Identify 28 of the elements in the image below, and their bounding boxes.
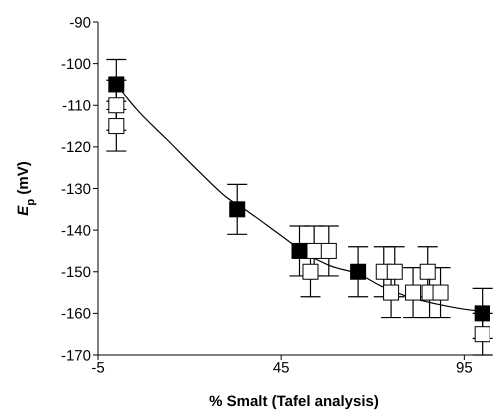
- point: [108, 76, 124, 92]
- point: [386, 264, 403, 280]
- y-tick-label: -140: [60, 222, 91, 240]
- point: [320, 242, 337, 259]
- point: [432, 284, 449, 301]
- y-tick-label: -100: [60, 56, 91, 73]
- point: [302, 264, 318, 280]
- y-tick-label: -130: [60, 180, 91, 198]
- point: [405, 284, 422, 301]
- y-tick-label: -170: [60, 347, 91, 364]
- y-tick-label: -110: [62, 98, 91, 115]
- point: [350, 264, 366, 280]
- point: [474, 326, 490, 342]
- point: [291, 242, 308, 259]
- point: [420, 264, 436, 280]
- x-tick-label: 95: [456, 360, 473, 377]
- x-tick-label: -5: [91, 360, 105, 377]
- point: [229, 201, 246, 218]
- point: [108, 97, 124, 114]
- y-tick-label: -150: [60, 264, 91, 282]
- point: [108, 118, 124, 134]
- point: [383, 284, 400, 301]
- y-tick-label: -90: [69, 14, 91, 32]
- y-tick-label: -160: [60, 306, 91, 323]
- x-tick-label: 45: [272, 360, 290, 377]
- y-tick-label: -120: [60, 139, 91, 156]
- x-axis-title: % Smalt (Tafel analysis): [209, 393, 379, 410]
- point: [474, 305, 490, 322]
